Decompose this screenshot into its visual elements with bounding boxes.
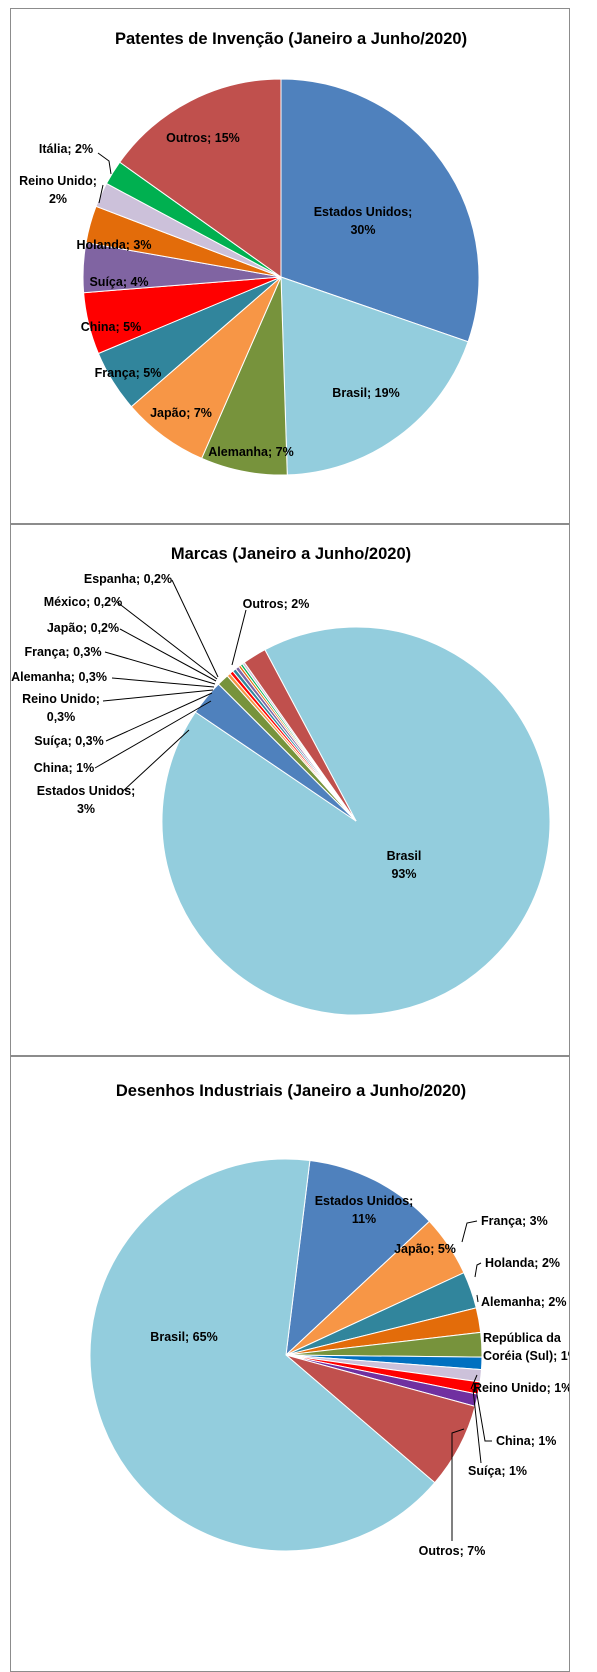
data-label-franca: França; 0,3% [24,645,101,659]
data-label-republica-da-coreia-sul: República daCoréia (Sul); 1% [483,1331,570,1363]
leader-line-franca [462,1221,477,1242]
data-label-china: China; 5% [81,320,141,334]
leader-line-reino-unido [103,690,213,701]
leader-line-italia [98,153,111,174]
data-label-holanda: Holanda; 2% [485,1256,560,1270]
data-label-outros: Outros; 7% [419,1544,486,1558]
pie-slices [90,1159,482,1551]
data-label-franca: França; 3% [481,1214,548,1228]
data-label-outros: Outros; 15% [166,131,240,145]
data-label-franca: França; 5% [95,366,162,380]
data-label-alemanha: Alemanha; 7% [208,445,293,459]
data-label-italia: Itália; 2% [39,142,93,156]
data-label-reino-unido: Reino Unido;2% [19,174,97,206]
data-label-mexico: México; 0,2% [44,595,123,609]
pie-slices [162,627,550,1015]
leader-line-outros [232,610,246,665]
data-label-brasil: Brasil; 65% [150,1330,217,1344]
data-label-alemanha: Alemanha; 0,3% [11,670,107,684]
data-label-japao: Japão; 7% [150,406,212,420]
data-label-alemanha: Alemanha; 2% [481,1295,566,1309]
data-label-japao: Japão; 0,2% [47,621,119,635]
data-label-reino-unido: Reino Unido;0,3% [22,692,100,724]
chart-panel-desenhos: Desenhos Industriais (Janeiro a Junho/20… [10,1056,570,1672]
data-label-holanda: Holanda; 3% [76,238,151,252]
data-label-china: China; 1% [496,1434,556,1448]
leader-line-alemanha [477,1295,478,1302]
data-label-brasil: Brasil; 19% [332,386,399,400]
leader-line-japao [120,629,216,681]
leader-line-mexico [117,602,217,679]
data-label-suica: Suíça; 1% [468,1464,527,1478]
chart-panel-marcas: Marcas (Janeiro a Junho/2020) Brasil93%E… [10,524,570,1056]
pie-chart-marcas: Brasil93%Estados Unidos;3%China; 1%Suíça… [11,525,570,1056]
data-label-estados-unidos: Estados Unidos;3% [37,784,136,816]
leader-line-holanda [475,1263,481,1277]
data-label-suica: Suíça; 0,3% [34,734,103,748]
data-label-china: China; 1% [34,761,94,775]
data-label-reino-unido: Reino Unido; 1% [473,1381,570,1395]
chart-panel-patentes: Patentes de Invenção (Janeiro a Junho/20… [10,8,570,524]
data-label-japao: Japão; 5% [394,1242,456,1256]
data-label-suica: Suíça; 4% [89,275,148,289]
pie-chart-desenhos: Estados Unidos;11%Japão; 5%França; 3%Hol… [11,1057,570,1672]
pie-chart-patentes: Estados Unidos;30%Brasil; 19%Alemanha; 7… [11,9,570,524]
data-label-espanha: Espanha; 0,2% [84,572,172,586]
data-label-outros: Outros; 2% [243,597,310,611]
